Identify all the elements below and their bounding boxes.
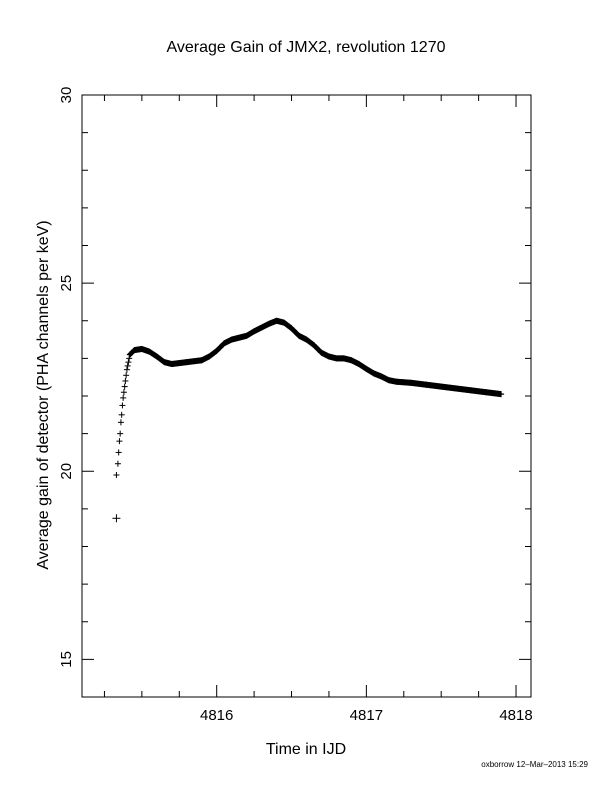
data-point bbox=[118, 411, 125, 418]
data-point bbox=[114, 460, 121, 467]
x-tick-label: 4816 bbox=[200, 707, 233, 724]
data-point bbox=[125, 359, 132, 366]
y-axis-label: Average gain of detector (PHA channels p… bbox=[35, 220, 52, 569]
data-point bbox=[120, 389, 127, 396]
data-point bbox=[112, 514, 121, 523]
data-point bbox=[498, 391, 505, 398]
axis-ticks bbox=[82, 94, 531, 697]
data-point bbox=[113, 472, 120, 479]
data-point bbox=[122, 377, 129, 384]
data-point bbox=[124, 362, 131, 369]
data-point bbox=[123, 366, 130, 373]
x-axis-label: Time in IJD bbox=[266, 741, 346, 758]
plot-frame bbox=[81, 94, 532, 698]
data-point bbox=[117, 430, 124, 437]
data-point bbox=[117, 419, 124, 426]
data-point bbox=[120, 394, 127, 401]
x-tick-label: 4818 bbox=[499, 707, 532, 724]
data-points bbox=[112, 317, 505, 523]
tick-labels: 15 20 25 30 4816 4817 4818 bbox=[58, 87, 533, 724]
data-point bbox=[119, 402, 126, 409]
x-tick-label: 4817 bbox=[350, 707, 383, 724]
data-point bbox=[123, 372, 130, 379]
y-tick-label: 15 bbox=[58, 651, 75, 668]
data-point bbox=[126, 355, 133, 362]
y-tick-label: 25 bbox=[58, 275, 75, 292]
chart-title: Average Gain of JMX2, revolution 1270 bbox=[167, 39, 446, 56]
y-tick-label: 20 bbox=[58, 463, 75, 480]
data-point bbox=[115, 449, 122, 456]
data-point bbox=[121, 383, 128, 390]
y-tick-label: 30 bbox=[58, 87, 75, 104]
data-point bbox=[116, 438, 123, 445]
footer-credit: oxborrow 12–Mar–2013 15:29 bbox=[481, 760, 588, 769]
plot-border bbox=[81, 94, 532, 698]
